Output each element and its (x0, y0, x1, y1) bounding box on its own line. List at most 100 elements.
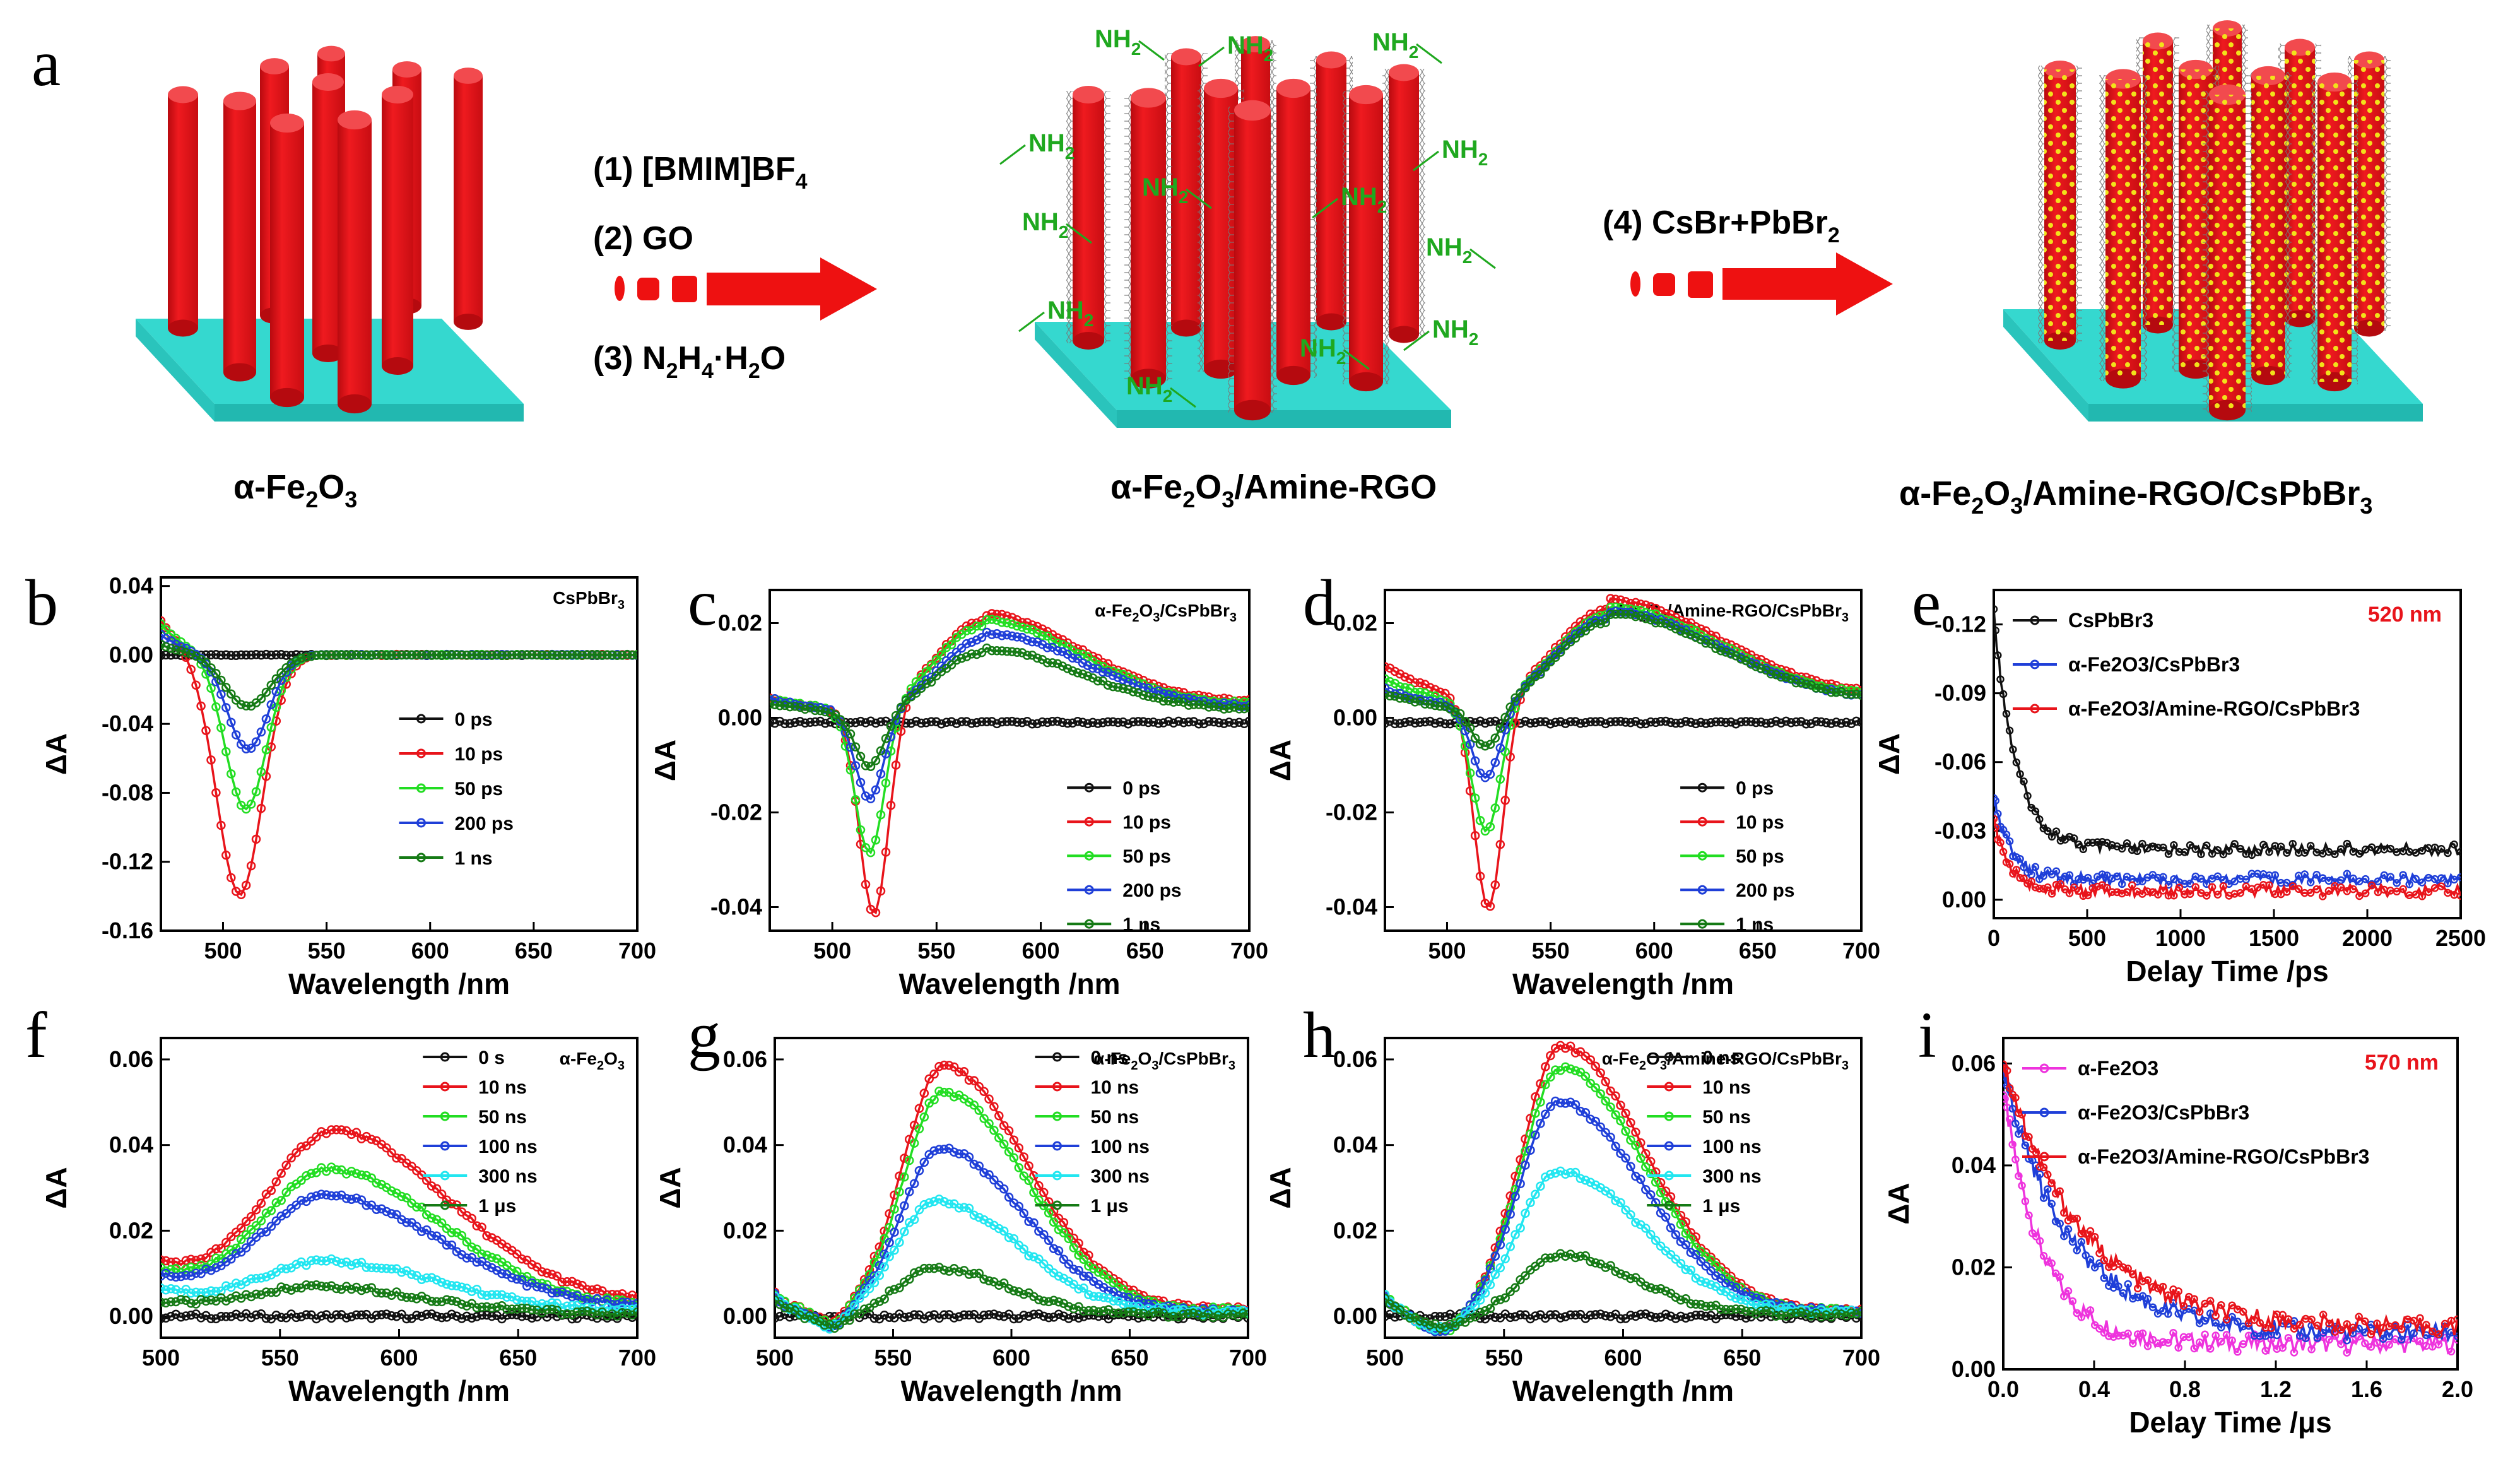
data-point (881, 734, 891, 743)
data-point (1415, 717, 1425, 727)
data-point (2203, 841, 2211, 850)
data-point (871, 785, 881, 795)
xtick-label: 650 (1110, 1345, 1148, 1371)
data-point (1606, 1189, 1615, 1199)
data-point (271, 1177, 281, 1187)
data-point (2047, 1200, 2056, 1208)
data-point (1616, 1116, 1625, 1126)
data-point (1661, 1309, 1671, 1319)
data-point (206, 663, 216, 673)
data-point (919, 1088, 929, 1098)
series-d-4 (1385, 609, 1861, 751)
data-point (1516, 1223, 1525, 1233)
data-point (1485, 1304, 1495, 1313)
data-point (572, 1307, 582, 1317)
data-point (904, 1274, 914, 1284)
data-point (427, 650, 437, 660)
data-point (281, 1160, 291, 1170)
data-point (2052, 827, 2061, 835)
data-point (2219, 850, 2228, 859)
xtick-label: 1500 (2249, 925, 2299, 951)
legend-swatch-marker (440, 1111, 450, 1121)
data-point (1631, 716, 1640, 726)
data-point (830, 710, 840, 719)
data-point (2088, 884, 2097, 892)
data-point (2016, 854, 2024, 863)
data-point (1641, 1162, 1651, 1172)
data-point (949, 1147, 959, 1157)
data-point (1701, 638, 1710, 648)
data-point (246, 650, 256, 660)
data-point (775, 1295, 780, 1305)
data-point (1143, 717, 1153, 728)
data-point (2208, 849, 2217, 858)
data-point (974, 1106, 984, 1115)
data-point (994, 1111, 1004, 1121)
data-point (926, 717, 936, 726)
data-point (362, 650, 372, 660)
ytick-label: 0.00 (1952, 1356, 1996, 1382)
rods-group-1 (168, 45, 483, 414)
data-point (632, 650, 637, 660)
data-point (1022, 618, 1032, 627)
data-point (2052, 867, 2061, 876)
data-point (346, 649, 356, 659)
data-point (954, 1203, 964, 1213)
data-point (1209, 717, 1219, 727)
data-point (196, 1288, 206, 1298)
data-point (1994, 810, 2002, 818)
data-point (1581, 718, 1591, 728)
data-point (1385, 1290, 1390, 1299)
data-point (1621, 1108, 1630, 1118)
data-point (1385, 691, 1395, 701)
data-point (341, 1313, 351, 1323)
data-point (1726, 1281, 1736, 1291)
data-point (997, 646, 1007, 656)
data-point (969, 1159, 979, 1169)
data-point (1721, 647, 1731, 657)
data-point (895, 1213, 904, 1224)
xtick-label: 600 (992, 1345, 1030, 1371)
plot-frame-c (768, 589, 1251, 932)
data-point (1024, 1161, 1033, 1171)
data-point (964, 1152, 974, 1162)
data-point (487, 1290, 497, 1300)
data-point (522, 1255, 532, 1265)
data-point (302, 1260, 311, 1270)
data-point (994, 1311, 1004, 1321)
legend-entry: 0 s (423, 1047, 505, 1068)
data-point (2133, 1293, 2142, 1302)
data-point (1400, 672, 1410, 682)
data-point (1073, 668, 1083, 678)
data-point (2090, 1263, 2099, 1271)
data-point (2018, 1181, 2026, 1190)
legend-entry: 1 ns (1067, 914, 1160, 935)
data-point (241, 1243, 251, 1253)
data-point (1716, 1311, 1726, 1320)
data-point (1791, 678, 1801, 688)
data-point (1017, 717, 1027, 728)
data-point (502, 1311, 512, 1320)
data-point (2108, 841, 2116, 849)
data-point (1586, 1114, 1596, 1124)
data-point (1611, 1266, 1620, 1277)
data-point (2393, 879, 2401, 887)
legend-swatch-marker (440, 1052, 450, 1062)
data-point (181, 1264, 191, 1274)
data-point (206, 650, 216, 659)
series-e-1 (1994, 794, 2461, 889)
data-point (312, 1132, 321, 1142)
data-point (1546, 719, 1555, 729)
data-point (1701, 1301, 1710, 1311)
data-point (1089, 1306, 1098, 1316)
ytick-label: -0.03 (1934, 818, 1986, 844)
data-point (1495, 774, 1505, 784)
data-point (1631, 611, 1640, 622)
data-point (372, 650, 381, 660)
amine-bond-9 (1018, 311, 1045, 333)
data-point (2164, 891, 2173, 900)
legend-label: 1 μs (478, 1196, 516, 1217)
data-point (1586, 1177, 1596, 1188)
data-point (1069, 1265, 1078, 1274)
data-point (261, 1287, 271, 1297)
